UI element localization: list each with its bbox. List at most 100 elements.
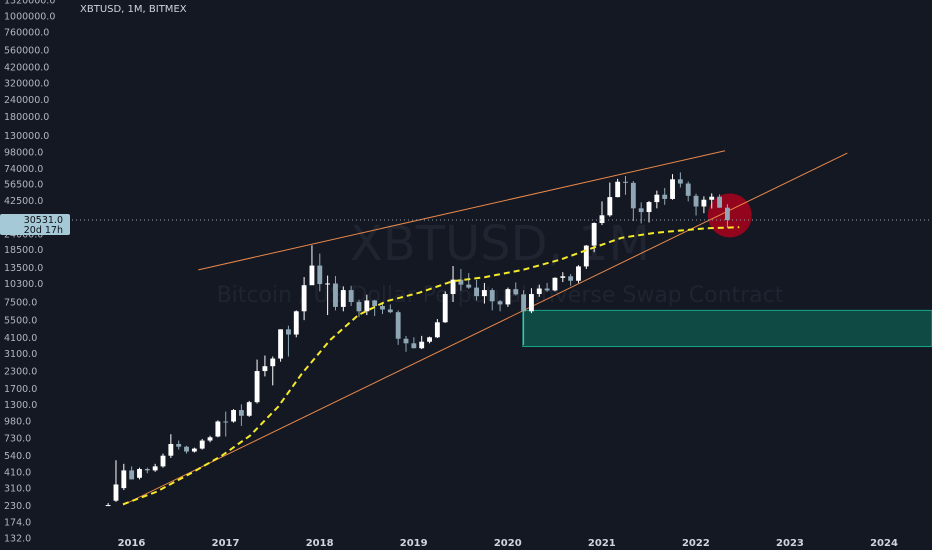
candle-body bbox=[301, 285, 307, 312]
candle-body bbox=[286, 329, 291, 335]
moving-average-line bbox=[122, 226, 740, 506]
x-tick-label: 2016 bbox=[118, 538, 146, 549]
candle bbox=[693, 193, 699, 216]
x-tick-label: 2021 bbox=[588, 538, 616, 549]
candle-body bbox=[246, 402, 252, 416]
watermark-symbol: XBTUSD, 1M bbox=[350, 216, 650, 272]
candle-body bbox=[544, 288, 550, 291]
demand-zone-layer bbox=[522, 309, 932, 348]
x-tick-label: 2017 bbox=[212, 538, 240, 549]
candle bbox=[458, 269, 464, 291]
candle-body bbox=[513, 289, 519, 295]
y-tick-label: 1320000.0 bbox=[4, 0, 55, 7]
trendline-upper bbox=[198, 150, 726, 271]
candle bbox=[262, 355, 268, 377]
candle bbox=[419, 335, 425, 350]
y-tick-label: 560000.0 bbox=[4, 46, 49, 57]
y-tick-label: 3100.0 bbox=[4, 349, 37, 360]
y-tick-label: 132.0 bbox=[4, 534, 31, 545]
y-tick-label: 540.0 bbox=[4, 451, 31, 462]
candle bbox=[191, 447, 197, 453]
price-axis[interactable]: 1320000.0 1000000.0 760000.0 560000.0 420000… bbox=[4, 0, 55, 545]
candle bbox=[246, 400, 252, 417]
candle bbox=[411, 337, 417, 349]
candle bbox=[144, 467, 150, 474]
candle-body bbox=[552, 277, 558, 291]
candle bbox=[215, 420, 221, 438]
candle bbox=[270, 356, 276, 386]
candle-body bbox=[207, 437, 213, 441]
candle bbox=[497, 300, 503, 312]
candle-body bbox=[411, 343, 417, 349]
candle-body bbox=[638, 208, 644, 213]
candle-body bbox=[364, 300, 370, 312]
candle bbox=[450, 265, 456, 303]
candle-body bbox=[529, 294, 534, 312]
candle-body bbox=[568, 276, 574, 281]
time-axis[interactable]: 2016 2017 2018 2019 2020 2021 2022 2023 2024 bbox=[118, 538, 898, 549]
candle bbox=[403, 335, 409, 352]
candle bbox=[677, 172, 683, 188]
candle bbox=[709, 193, 715, 209]
candle bbox=[599, 201, 605, 226]
y-tick-label: 2300.0 bbox=[4, 367, 37, 378]
candle bbox=[286, 325, 291, 357]
candle-body bbox=[121, 470, 127, 489]
candle-body bbox=[380, 306, 385, 310]
candle bbox=[301, 277, 307, 321]
candle-body bbox=[372, 300, 378, 307]
y-tick-label: 760000.0 bbox=[4, 28, 49, 39]
y-tick-label: 230.0 bbox=[4, 501, 31, 512]
candle-body bbox=[583, 245, 589, 267]
candle-body bbox=[474, 287, 479, 297]
candle-body bbox=[427, 337, 432, 342]
y-tick-label: 13500.0 bbox=[4, 263, 43, 274]
candle bbox=[701, 196, 707, 214]
y-tick-label: 310.0 bbox=[4, 484, 31, 495]
candle-body bbox=[387, 309, 393, 313]
candle-body bbox=[442, 294, 448, 323]
candle-body bbox=[591, 223, 597, 246]
y-tick-label: 18500.0 bbox=[4, 245, 43, 256]
candle-body bbox=[238, 410, 244, 416]
candle-body bbox=[693, 195, 699, 207]
candle-body bbox=[419, 341, 425, 349]
candle-body bbox=[607, 197, 613, 216]
candle bbox=[231, 409, 236, 423]
candle-body bbox=[630, 182, 636, 209]
candle bbox=[207, 435, 213, 443]
candle-body bbox=[144, 469, 150, 471]
candle bbox=[466, 273, 472, 289]
candle-body bbox=[152, 466, 158, 471]
candle-body bbox=[599, 215, 605, 224]
candle-body bbox=[623, 181, 628, 183]
x-tick-label: 2019 bbox=[400, 538, 428, 549]
candle-body bbox=[403, 338, 409, 344]
candle bbox=[623, 175, 628, 195]
candle-body bbox=[160, 455, 166, 467]
x-tick-label: 2022 bbox=[682, 538, 710, 549]
candle-body bbox=[223, 421, 229, 423]
candle bbox=[105, 503, 111, 507]
candle-body bbox=[176, 443, 182, 447]
candle bbox=[129, 466, 135, 480]
x-tick-label: 2023 bbox=[776, 538, 804, 549]
y-tick-label: 10300.0 bbox=[4, 279, 43, 290]
candle-body bbox=[340, 290, 346, 307]
candle-body bbox=[458, 279, 464, 285]
candle bbox=[427, 336, 432, 344]
y-tick-label: 240000.0 bbox=[4, 95, 49, 106]
candle-body bbox=[184, 446, 189, 452]
candle bbox=[646, 200, 652, 223]
candle-body bbox=[701, 199, 707, 207]
candle bbox=[348, 285, 354, 307]
candle-body bbox=[333, 283, 338, 307]
candle-body bbox=[560, 276, 566, 278]
candle-body bbox=[309, 265, 315, 286]
candle-body bbox=[262, 366, 268, 372]
candle-body bbox=[677, 179, 683, 184]
candle bbox=[474, 279, 479, 301]
candle-body bbox=[317, 265, 323, 285]
y-tick-label: 130000.0 bbox=[4, 131, 49, 142]
